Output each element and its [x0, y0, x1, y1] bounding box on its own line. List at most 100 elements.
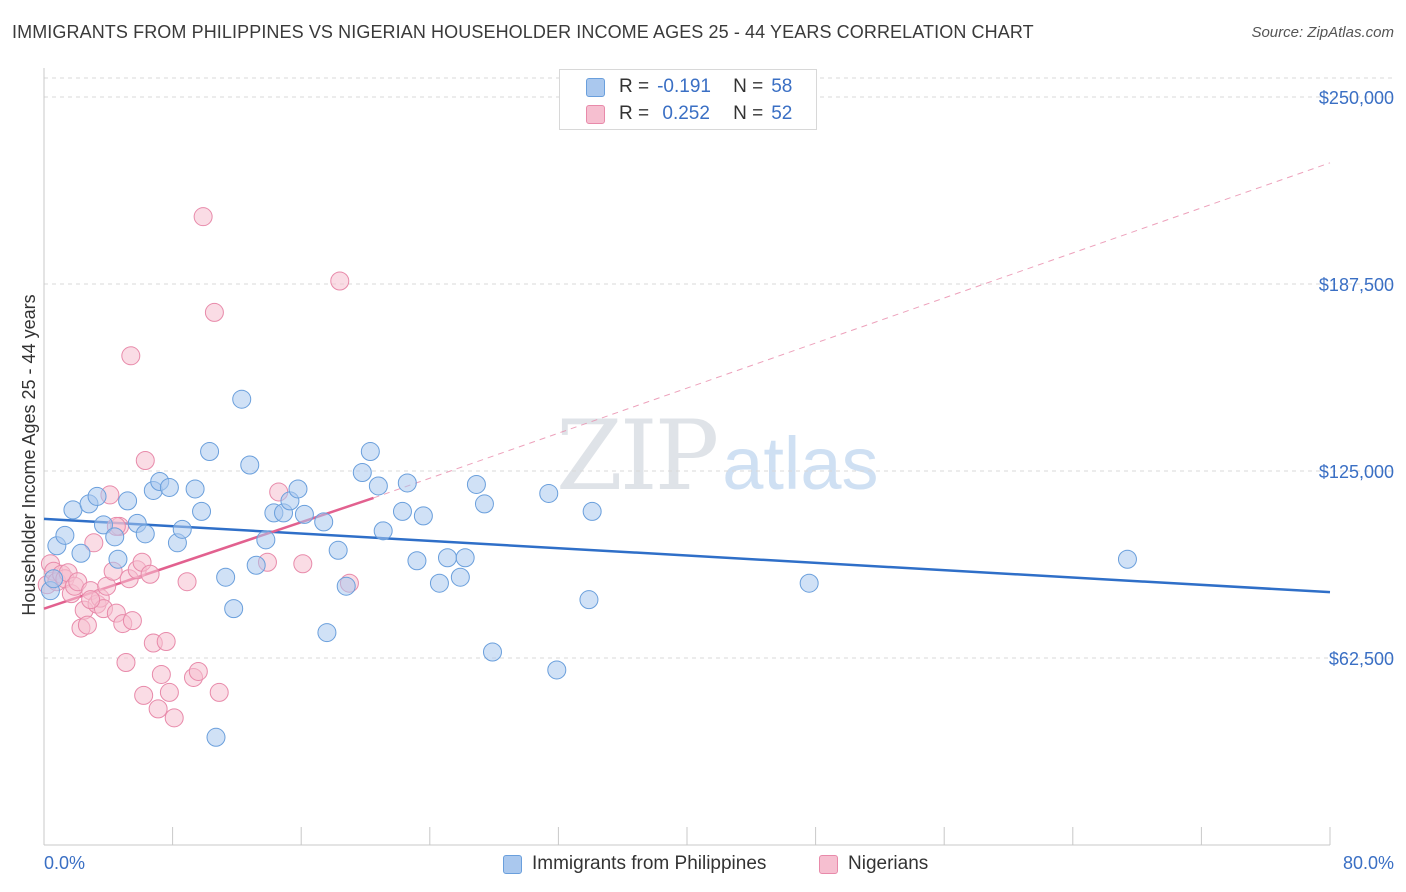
philippines-point	[314, 512, 334, 532]
nigerians-point	[177, 572, 197, 592]
philippines-point	[206, 727, 226, 747]
philippines-point	[482, 642, 502, 662]
nigerians-point	[209, 682, 229, 702]
philippines-point	[294, 504, 314, 524]
nigerians-point	[134, 685, 154, 705]
philippines-point	[413, 506, 433, 526]
philippines-point	[474, 494, 494, 514]
correlation-legend: R = -0.191 N = 58 R = 0.252 N = 52	[559, 69, 817, 130]
philippines-point	[288, 479, 308, 499]
philippines-point	[352, 462, 372, 482]
legend-n-label: N =	[733, 103, 764, 124]
philippines-point	[397, 473, 417, 493]
nigerians-point	[188, 661, 208, 681]
legend-r-label: R =	[619, 103, 650, 124]
philippines-point	[368, 476, 388, 496]
philippines-point	[256, 530, 276, 550]
nigerians-point	[135, 451, 155, 471]
philippines-point	[105, 527, 125, 547]
philippines-point	[224, 599, 244, 619]
source-label: Source: ZipAtlas.com	[1251, 24, 1394, 41]
philippines-point	[108, 549, 128, 569]
philippines-point	[582, 501, 602, 521]
bottom-legend-swatch-blue	[503, 854, 522, 874]
nigerians-point	[193, 207, 213, 227]
legend-row-philippines: R = -0.191 N = 58	[586, 74, 792, 100]
nigerians-point	[159, 682, 179, 702]
nigerians-point	[293, 554, 313, 574]
philippines-point	[135, 524, 155, 544]
philippines-point	[246, 555, 266, 575]
philippines-point	[200, 442, 220, 462]
philippines-point	[328, 540, 348, 560]
nigerians-point	[84, 533, 104, 553]
philippines-point	[336, 576, 356, 596]
data-points	[37, 207, 1137, 747]
philippines-point	[450, 567, 470, 587]
philippines-point	[240, 455, 260, 475]
philippines-point	[216, 567, 236, 587]
trend-lines	[43, 162, 1331, 610]
philippines-point	[466, 474, 486, 494]
nigerians-point	[204, 302, 224, 322]
philippines-point	[317, 623, 337, 643]
x-tick-label: 80.0%	[1343, 853, 1394, 873]
nigerians-point	[148, 699, 168, 719]
bottom-legend-label: Nigerians	[848, 853, 929, 874]
nigerians-point	[330, 271, 350, 291]
nigerians-point	[116, 652, 136, 672]
philippines-point	[71, 543, 91, 563]
philippines-point	[93, 515, 113, 535]
bottom-legend-philippines: Immigrants from Philippines	[503, 851, 766, 877]
legend-r-value: 0.252	[657, 103, 710, 124]
legend-row-nigerians: R = 0.252 N = 52	[586, 101, 792, 127]
bottom-legend-nigerians: Nigerians	[819, 851, 928, 877]
philippines-point	[185, 479, 205, 499]
axes	[43, 68, 1331, 846]
y-tick-label: $125,000	[1319, 462, 1394, 482]
legend-n-value: 58	[771, 76, 793, 97]
legend-r-label: R =	[619, 76, 650, 97]
legend-swatch-blue	[586, 77, 605, 97]
nigerians-point	[77, 615, 97, 635]
x-tick-label: 0.0%	[44, 853, 85, 873]
bottom-legend-label: Immigrants from Philippines	[532, 853, 767, 874]
philippines-point	[172, 519, 192, 539]
philippines-point	[44, 569, 64, 589]
philippines-point	[87, 486, 107, 506]
philippines-point	[192, 501, 212, 521]
philippines-point	[547, 660, 567, 680]
philippines-point	[429, 573, 449, 593]
philippines-point	[392, 501, 412, 521]
philippines-point	[373, 521, 393, 541]
chart-title: IMMIGRANTS FROM PHILIPPINES VS NIGERIAN …	[12, 22, 1034, 42]
philippines-point	[407, 551, 427, 571]
nigerians-point	[164, 708, 184, 728]
philippines-point	[1117, 549, 1137, 569]
philippines-point	[55, 525, 75, 545]
y-tick-label: $62,500	[1329, 649, 1394, 669]
legend-swatch-pink	[586, 104, 605, 124]
philippines-point	[118, 491, 138, 511]
philippines-point	[159, 477, 179, 497]
philippines-point	[360, 442, 380, 462]
nigerians-point	[156, 632, 176, 652]
bottom-legend-swatch-pink	[819, 854, 838, 874]
nigerians-trend-extension	[373, 162, 1331, 499]
philippines-point	[799, 573, 819, 593]
philippines-point	[63, 500, 83, 520]
nigerians-point	[81, 590, 101, 610]
philippines-point	[437, 548, 457, 568]
gridlines	[44, 77, 1395, 659]
y-tick-label: $250,000	[1319, 88, 1394, 108]
legend-n-label: N =	[733, 76, 764, 97]
y-axis-label: Householder Income Ages 25 - 44 years	[19, 294, 39, 615]
philippines-point	[539, 483, 559, 503]
philippines-point	[455, 548, 475, 568]
legend-r-value: -0.191	[657, 76, 711, 97]
nigerians-point	[140, 564, 160, 584]
philippines-trend-line	[43, 517, 1331, 594]
nigerians-point	[121, 346, 141, 366]
y-tick-label: $187,500	[1319, 275, 1394, 295]
